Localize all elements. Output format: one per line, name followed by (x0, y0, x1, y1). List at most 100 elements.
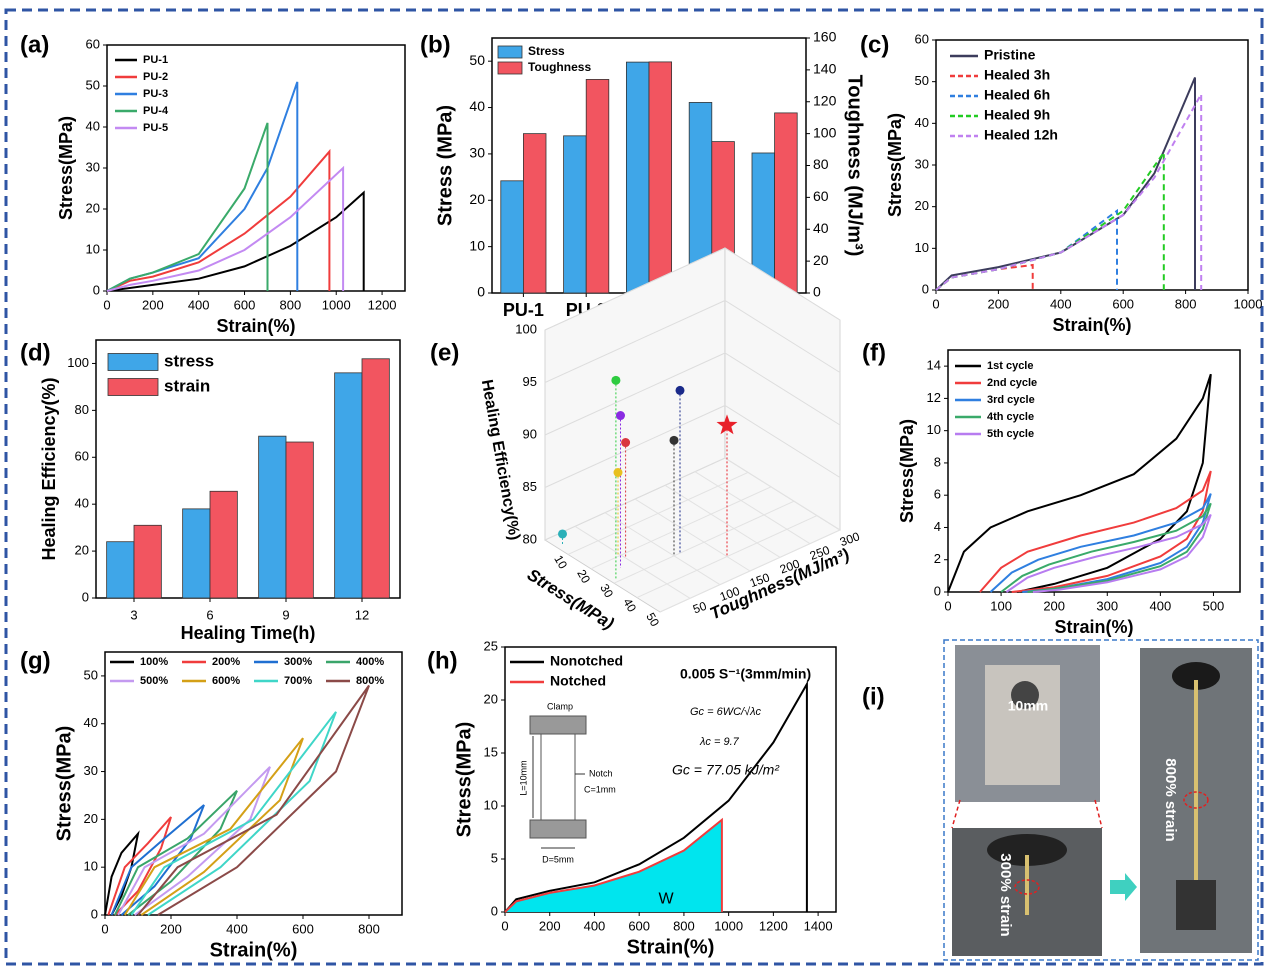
x-axis-label: Strain(%) (216, 316, 295, 336)
y-tick-label: 60 (915, 31, 929, 46)
y-tick-label: 100 (67, 355, 89, 370)
annotation: λc = 9.7 (699, 736, 740, 748)
legend-label: Nonotched (550, 653, 623, 669)
inset-label: L=10mm (518, 760, 528, 795)
y-axis-label: Stress(MPa) (453, 722, 475, 838)
grid-line (634, 498, 751, 572)
x-tick-label: 400 (584, 918, 606, 933)
inset-label: Clamp (547, 701, 573, 711)
legend-label: stress (164, 351, 214, 370)
y-tick-label: 150 (748, 570, 772, 590)
x-tick-label: 0 (944, 598, 951, 613)
x-tick-label: 1000 (322, 297, 351, 312)
y2-tick-label: 60 (813, 188, 829, 204)
legend-swatch (107, 353, 159, 371)
bar (258, 435, 287, 599)
y-tick-label: 12 (927, 390, 941, 405)
bar (563, 135, 587, 294)
x-tick-label: 1400 (804, 918, 833, 933)
x-tick-label: 400 (1150, 598, 1172, 613)
legend-label: 3rd cycle (987, 394, 1035, 406)
legend-label: 300% (284, 656, 312, 668)
legend-label: PU-1 (143, 54, 168, 66)
legend-label: PU-2 (143, 71, 168, 83)
line (106, 190, 365, 292)
x-tick-label: 600 (234, 297, 256, 312)
photo-annotation: 300% strain (997, 853, 1014, 936)
legend-label: 4th cycle (987, 411, 1034, 423)
panel-label: (c) (860, 31, 889, 58)
legend-label: strain (164, 376, 210, 395)
panel-label: (e) (430, 339, 459, 366)
y-axis-label: Stress(MPa) (885, 113, 905, 217)
plot-frame (947, 349, 1241, 593)
legend-label: Healed 6h (984, 87, 1050, 103)
bar (285, 441, 314, 599)
y-axis-label: Stress(MPa) (56, 116, 76, 220)
bar (523, 133, 547, 294)
legend-label: PU-5 (143, 122, 168, 134)
line (123, 737, 304, 916)
legend-label: 800% (356, 675, 384, 687)
y-tick-label: 2 (934, 551, 941, 566)
x-tick-label: 0 (501, 918, 508, 933)
line (935, 208, 1118, 291)
x-tick-label: 500 (1203, 598, 1225, 613)
line (1000, 502, 1212, 593)
z-tick-label: 85 (523, 479, 537, 494)
y-tick-label: 20 (915, 198, 929, 213)
y-tick-label: 25 (484, 638, 498, 653)
legend-swatch (497, 61, 523, 75)
y-tick-label: 80 (75, 402, 89, 417)
x-tick-label: 300 (1096, 598, 1118, 613)
x-tick-label: 400 (1050, 296, 1072, 311)
x-tick-label: 800 (280, 297, 302, 312)
grid-line (544, 352, 841, 436)
line (130, 711, 337, 916)
y-tick-label: 60 (86, 36, 100, 51)
y-tick-label: 14 (927, 358, 941, 373)
z-tick-label: 90 (523, 426, 537, 441)
legend-label: PU-3 (143, 88, 168, 100)
bar (361, 358, 390, 599)
grid-line (724, 457, 841, 531)
x-tick-label: 800 (1175, 296, 1197, 311)
grid-line (604, 512, 721, 586)
legend-label: 500% (140, 675, 168, 687)
bar (182, 508, 211, 599)
x-tick-label: 400 (226, 921, 248, 936)
plot-frame (95, 339, 401, 599)
y2-tick-label: 120 (813, 92, 837, 108)
line (117, 766, 271, 916)
line (935, 90, 1203, 291)
point (675, 385, 685, 395)
legend-label: 400% (356, 656, 384, 668)
y-tick-label: 40 (915, 115, 929, 130)
y-tick-label: 50 (691, 599, 709, 617)
y-axis-label: Healing Efficiency(%) (39, 377, 59, 560)
x-tick-label: 30 (597, 582, 616, 601)
x-tick-label: 1200 (759, 918, 788, 933)
legend-label: 100% (140, 656, 168, 668)
legend-label: 2nd cycle (987, 377, 1037, 389)
x-tick-label: 1200 (368, 297, 397, 312)
y-tick-label: 30 (915, 156, 929, 171)
y-tick-label: 60 (75, 449, 89, 464)
y-tick-label: 0 (934, 583, 941, 598)
panel-label: (g) (20, 647, 51, 674)
legend-label: Healed 12h (984, 127, 1058, 143)
line (979, 470, 1212, 593)
y-tick-label: 0 (91, 906, 98, 921)
y-tick-label: 20 (84, 811, 98, 826)
x-tick-label: 1000 (714, 918, 743, 933)
y2-tick-label: 160 (813, 29, 837, 45)
y-tick-label: 30 (84, 763, 98, 778)
y2-axis-label: Toughness (MJ/m³) (844, 75, 866, 257)
x-tick-label: 0 (101, 921, 108, 936)
y-tick-label: 30 (469, 145, 485, 161)
point (611, 375, 621, 385)
panel-label: (b) (420, 31, 451, 58)
y-tick-label: 15 (484, 744, 498, 759)
x-tick-label: 3 (130, 607, 137, 622)
